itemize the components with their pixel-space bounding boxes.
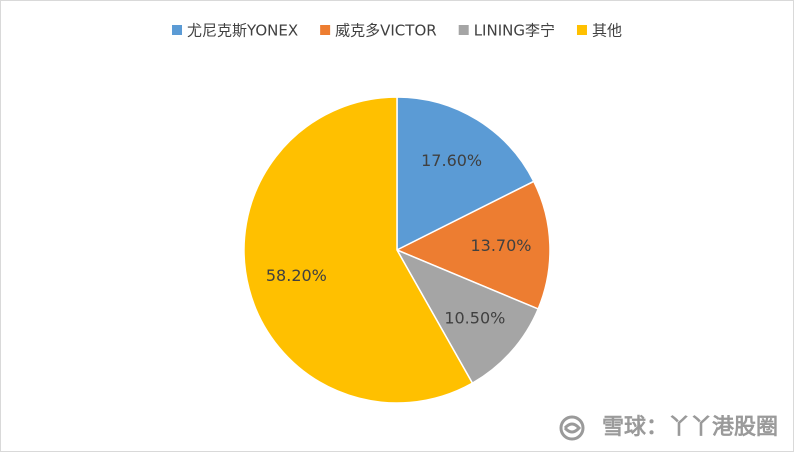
pie-slice: [396, 96, 535, 252]
legend-swatch: [458, 25, 469, 35]
legend-swatch: [576, 25, 587, 35]
pie-slice: [395, 248, 540, 385]
value-label: 58.20%: [266, 266, 327, 285]
pie-slice: [395, 180, 551, 310]
pie-slice: [243, 96, 474, 404]
legend-label: 尤尼克斯YONEX: [187, 22, 298, 40]
legend-label: 威克多VICTOR: [335, 22, 437, 40]
value-label: 13.70%: [470, 236, 531, 255]
legend-swatch: [172, 25, 183, 35]
value-label: 10.50%: [444, 309, 505, 328]
value-label: 17.60%: [421, 151, 482, 170]
legend-label: LINING李宁: [474, 22, 555, 40]
watermark: 雪球：丫丫港股圈: [602, 415, 778, 440]
watermark-icon: [559, 415, 585, 441]
legend-label: 其他: [592, 22, 622, 40]
legend-swatch: [320, 25, 331, 35]
